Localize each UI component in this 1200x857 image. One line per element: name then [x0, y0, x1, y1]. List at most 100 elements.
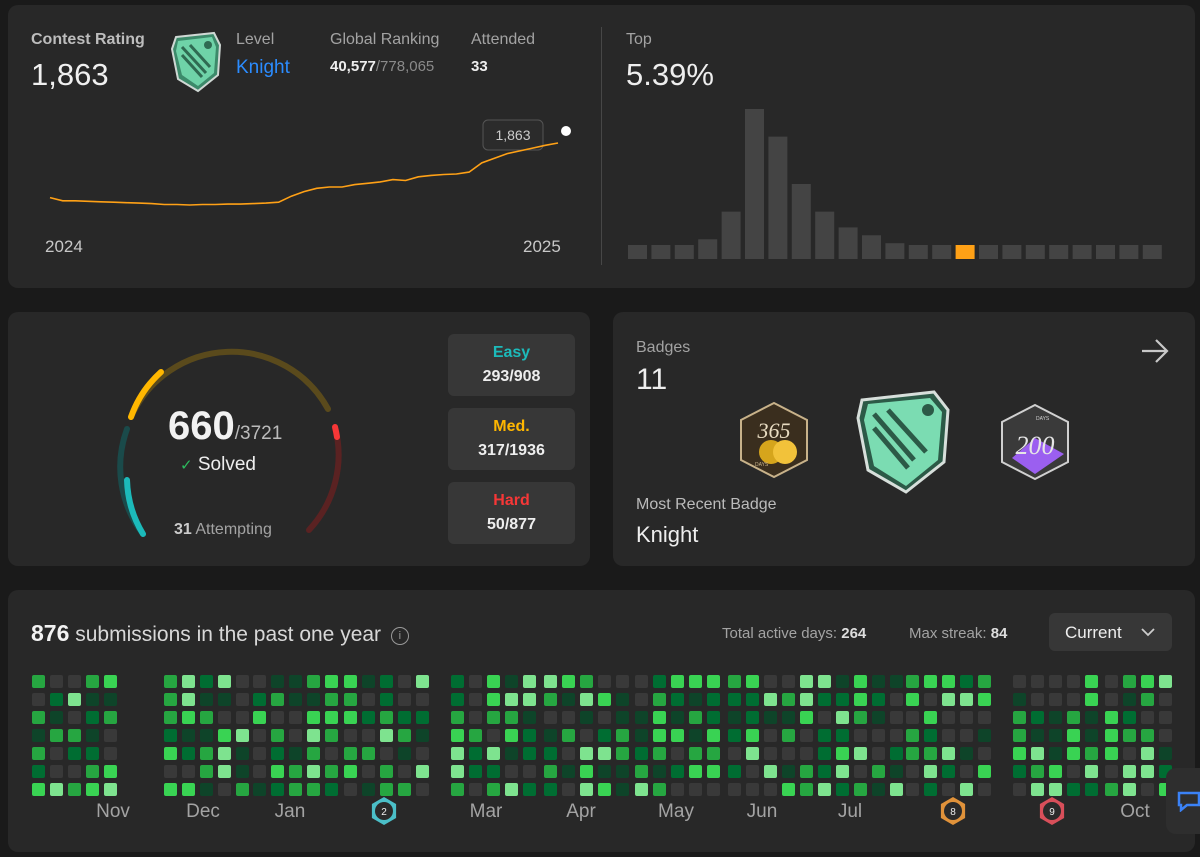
heatmap-cell[interactable]	[818, 765, 831, 778]
heatmap-cell[interactable]	[1049, 675, 1062, 688]
heatmap-cell[interactable]	[200, 675, 213, 688]
heatmap-cell[interactable]	[653, 729, 666, 742]
heatmap-cell[interactable]	[200, 693, 213, 706]
heatmap-cell[interactable]	[818, 693, 831, 706]
heatmap-cell[interactable]	[271, 747, 284, 760]
monthly-badge-icon[interactable]: 8	[940, 797, 966, 825]
heatmap-cell[interactable]	[1105, 783, 1118, 796]
heatmap-cell[interactable]	[890, 729, 903, 742]
heatmap-cell[interactable]	[416, 783, 429, 796]
info-icon[interactable]: i	[390, 627, 409, 645]
heatmap-cell[interactable]	[1049, 747, 1062, 760]
heatmap-cell[interactable]	[960, 675, 973, 688]
heatmap-cell[interactable]	[289, 711, 302, 724]
heatmap-cell[interactable]	[1031, 729, 1044, 742]
heatmap-cell[interactable]	[271, 675, 284, 688]
heatmap-cell[interactable]	[728, 783, 741, 796]
heatmap-cell[interactable]	[764, 693, 777, 706]
heatmap-cell[interactable]	[836, 765, 849, 778]
heatmap-cell[interactable]	[960, 729, 973, 742]
heatmap-cell[interactable]	[580, 783, 593, 796]
heatmap-cell[interactable]	[487, 747, 500, 760]
heatmap-cell[interactable]	[1049, 783, 1062, 796]
heatmap-cell[interactable]	[1049, 711, 1062, 724]
heatmap-cell[interactable]	[854, 711, 867, 724]
heatmap-cell[interactable]	[544, 693, 557, 706]
heatmap-cell[interactable]	[872, 711, 885, 724]
heatmap-cell[interactable]	[32, 711, 45, 724]
heatmap-cell[interactable]	[616, 765, 629, 778]
heatmap-cell[interactable]	[398, 765, 411, 778]
heatmap-cell[interactable]	[707, 747, 720, 760]
heatmap-cell[interactable]	[764, 729, 777, 742]
heatmap-cell[interactable]	[728, 765, 741, 778]
heatmap-cell[interactable]	[906, 747, 919, 760]
heatmap-cell[interactable]	[469, 783, 482, 796]
heatmap-cell[interactable]	[1085, 783, 1098, 796]
heatmap-cell[interactable]	[598, 675, 611, 688]
heatmap-cell[interactable]	[451, 693, 464, 706]
heatmap-cell[interactable]	[505, 675, 518, 688]
heatmap-cell[interactable]	[746, 747, 759, 760]
heatmap-cell[interactable]	[782, 729, 795, 742]
heatmap-cell[interactable]	[523, 747, 536, 760]
heatmap-cell[interactable]	[68, 765, 81, 778]
heatmap-cell[interactable]	[598, 765, 611, 778]
heatmap-cell[interactable]	[872, 747, 885, 760]
heatmap-cell[interactable]	[764, 711, 777, 724]
heatmap-cell[interactable]	[86, 765, 99, 778]
heatmap-cell[interactable]	[253, 747, 266, 760]
heatmap-cell[interactable]	[818, 747, 831, 760]
heatmap-cell[interactable]	[960, 693, 973, 706]
heatmap-cell[interactable]	[1031, 765, 1044, 778]
easy-box[interactable]: Easy 293/908	[448, 334, 575, 396]
distribution-bar[interactable]	[1049, 245, 1069, 259]
heatmap-cell[interactable]	[728, 693, 741, 706]
heatmap-cell[interactable]	[942, 729, 955, 742]
heatmap-cell[interactable]	[580, 675, 593, 688]
heatmap-cell[interactable]	[505, 711, 518, 724]
heatmap-cell[interactable]	[1031, 693, 1044, 706]
heatmap-cell[interactable]	[523, 675, 536, 688]
heatmap-cell[interactable]	[924, 783, 937, 796]
heatmap-cell[interactable]	[344, 747, 357, 760]
heatmap-cell[interactable]	[523, 765, 536, 778]
heatmap-cell[interactable]	[1031, 711, 1044, 724]
heatmap-cell[interactable]	[1085, 711, 1098, 724]
heatmap-cell[interactable]	[1067, 675, 1080, 688]
heatmap-cell[interactable]	[104, 747, 117, 760]
heatmap-cell[interactable]	[362, 783, 375, 796]
heatmap-cell[interactable]	[307, 675, 320, 688]
monthly-badge-icon[interactable]: 9	[1039, 797, 1065, 825]
heatmap-cell[interactable]	[924, 693, 937, 706]
heatmap-cell[interactable]	[218, 693, 231, 706]
heatmap-cell[interactable]	[906, 711, 919, 724]
heatmap-cell[interactable]	[469, 675, 482, 688]
distribution-bar[interactable]	[698, 239, 718, 259]
heatmap-cell[interactable]	[236, 711, 249, 724]
heatmap-cell[interactable]	[325, 765, 338, 778]
heatmap-cell[interactable]	[854, 729, 867, 742]
heatmap-cell[interactable]	[505, 729, 518, 742]
heatmap-cell[interactable]	[164, 675, 177, 688]
heatmap-cell[interactable]	[523, 783, 536, 796]
heatmap-cell[interactable]	[800, 675, 813, 688]
heatmap-cell[interactable]	[236, 693, 249, 706]
heatmap-cell[interactable]	[1049, 765, 1062, 778]
heatmap-cell[interactable]	[728, 729, 741, 742]
heatmap-cell[interactable]	[325, 711, 338, 724]
heatmap-cell[interactable]	[746, 693, 759, 706]
heatmap-cell[interactable]	[86, 729, 99, 742]
heatmap-cell[interactable]	[635, 693, 648, 706]
heatmap-cell[interactable]	[782, 765, 795, 778]
heatmap-cell[interactable]	[978, 765, 991, 778]
distribution-bar[interactable]	[1119, 245, 1139, 259]
heatmap-cell[interactable]	[580, 711, 593, 724]
heatmap-cell[interactable]	[1123, 711, 1136, 724]
distribution-bar[interactable]	[885, 243, 905, 259]
heatmap-cell[interactable]	[671, 711, 684, 724]
heatmap-cell[interactable]	[1105, 747, 1118, 760]
heatmap-cell[interactable]	[325, 747, 338, 760]
heatmap-cell[interactable]	[653, 783, 666, 796]
heatmap-cell[interactable]	[1067, 783, 1080, 796]
